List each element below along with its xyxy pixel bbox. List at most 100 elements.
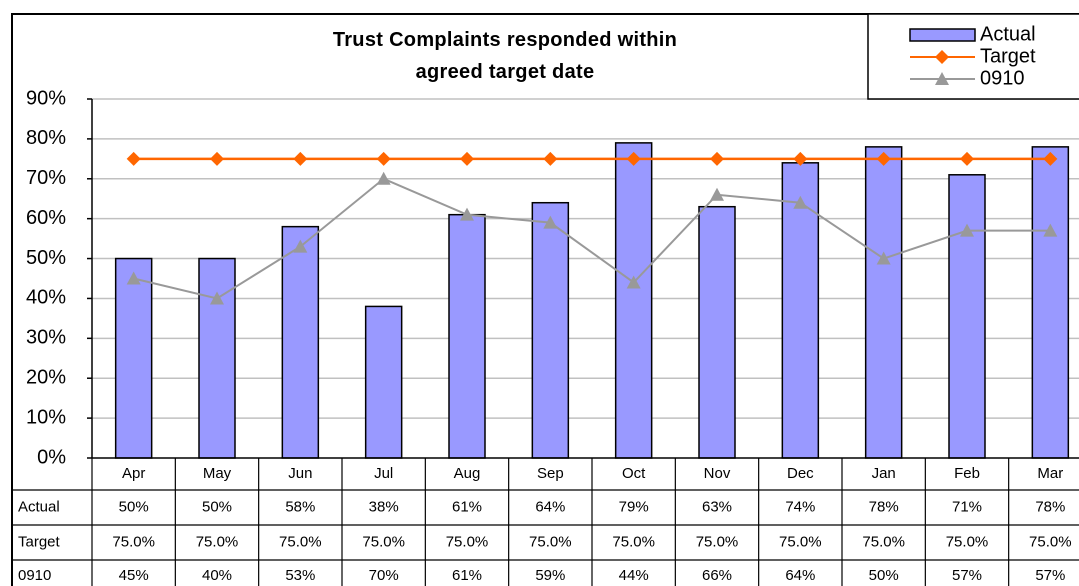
- data-label: 38%: [369, 498, 399, 515]
- point: [126, 271, 141, 285]
- y-tick-label: 50%: [26, 247, 66, 269]
- point: [460, 207, 474, 221]
- y-tick-label: 30%: [26, 327, 66, 349]
- legend-label: Target: [980, 45, 1036, 67]
- data-label: 45%: [119, 567, 149, 584]
- data-label: 75.0%: [279, 533, 322, 550]
- point: [543, 215, 558, 229]
- x-tick-label: Mar: [1037, 465, 1063, 482]
- legend-marker: [935, 50, 949, 64]
- x-tick-label: Jul: [374, 465, 393, 482]
- bar: [281, 225, 320, 459]
- bar: [114, 257, 153, 459]
- point: [793, 151, 808, 166]
- data-label: 75.0%: [446, 533, 489, 550]
- point: [376, 151, 391, 166]
- data-label: 78%: [1035, 498, 1065, 515]
- x-tick-label: Jan: [872, 465, 896, 482]
- bar: [948, 174, 986, 459]
- point: [793, 195, 808, 209]
- bar: [198, 257, 236, 459]
- y-tick-label: 60%: [26, 207, 66, 229]
- bar: [364, 305, 403, 459]
- point: [710, 187, 724, 201]
- x-tick-label: Apr: [122, 465, 145, 482]
- point: [960, 223, 974, 237]
- data-label: 75.0%: [196, 533, 239, 550]
- data-label: 59%: [535, 567, 565, 584]
- data-label: 58%: [285, 498, 315, 515]
- data-label: 50%: [202, 498, 232, 515]
- table-row-header: Target: [18, 533, 61, 550]
- point: [626, 151, 641, 166]
- data-label: 75.0%: [946, 533, 989, 550]
- y-tick-label: 0%: [37, 446, 66, 468]
- y-tick-label: 20%: [26, 367, 66, 389]
- bar: [531, 201, 570, 459]
- chart-title: Trust Complaints responded within agreed…: [332, 29, 678, 83]
- data-label: 40%: [202, 567, 232, 584]
- x-tick-label: Oct: [622, 465, 646, 482]
- data-label: 50%: [869, 567, 899, 584]
- legend-swatch: [909, 28, 976, 42]
- data-label: 75.0%: [1029, 533, 1072, 550]
- data-label: 44%: [619, 567, 649, 584]
- y-tick-label: 10%: [26, 406, 66, 428]
- data-label: 70%: [369, 567, 399, 584]
- data-label: 75.0%: [612, 533, 655, 550]
- data-label: 57%: [1035, 567, 1065, 584]
- legend-label: Actual: [980, 23, 1036, 45]
- point: [210, 291, 224, 305]
- point: [460, 151, 474, 166]
- y-tick-label: 40%: [26, 287, 66, 309]
- x-tick-label: May: [203, 465, 232, 482]
- point: [1043, 223, 1058, 237]
- data-label: 53%: [285, 567, 315, 584]
- legend-marker: [935, 72, 949, 85]
- bar: [698, 205, 736, 459]
- data-label: 75.0%: [779, 533, 822, 550]
- x-tick-label: Feb: [954, 465, 980, 482]
- data-label: 78%: [869, 498, 899, 515]
- data-label: 61%: [452, 567, 482, 584]
- point: [1043, 151, 1058, 166]
- y-tick-label: 80%: [26, 127, 66, 149]
- data-label: 74%: [785, 498, 815, 515]
- point: [543, 151, 558, 166]
- table-row-header: Actual: [18, 498, 60, 515]
- point: [293, 151, 308, 166]
- point: [960, 151, 974, 166]
- point: [376, 171, 391, 185]
- y-tick-label: 90%: [26, 87, 66, 109]
- y-tick-label: 70%: [26, 167, 66, 189]
- point: [710, 151, 724, 166]
- point: [876, 151, 891, 166]
- data-label: 75.0%: [862, 533, 905, 550]
- bar: [448, 213, 486, 459]
- point: [876, 251, 891, 265]
- data-label: 64%: [785, 567, 815, 584]
- x-tick-label: Aug: [454, 465, 481, 482]
- table-row-header: 0910: [18, 567, 51, 584]
- bar: [1031, 146, 1070, 459]
- x-tick-label: Dec: [787, 465, 814, 482]
- bar: [614, 142, 653, 459]
- data-label: 71%: [952, 498, 982, 515]
- point: [126, 151, 141, 166]
- x-tick-label: Jun: [288, 465, 312, 482]
- legend-label: 0910: [980, 67, 1025, 89]
- line: [133, 177, 1051, 300]
- data-label: 64%: [535, 498, 565, 515]
- data-label: 61%: [452, 498, 482, 515]
- data-label: 75.0%: [529, 533, 572, 550]
- x-tick-label: Sep: [537, 465, 564, 482]
- point: [293, 239, 308, 253]
- data-label: 75.0%: [696, 533, 739, 550]
- data-label: 50%: [119, 498, 149, 515]
- data-label: 79%: [619, 498, 649, 515]
- point: [626, 275, 641, 289]
- bar: [864, 146, 903, 459]
- data-label: 63%: [702, 498, 732, 515]
